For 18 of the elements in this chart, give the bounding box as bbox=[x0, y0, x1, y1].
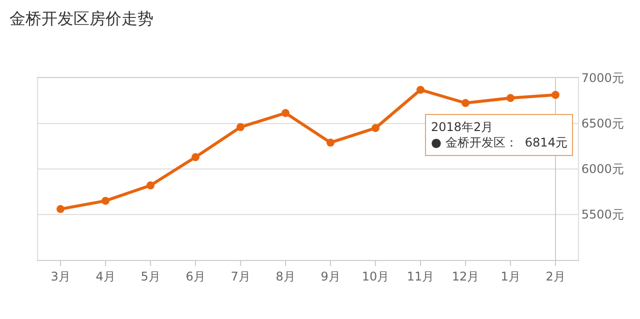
x-tick-label: 5月 bbox=[140, 269, 160, 284]
x-tick-label: 6月 bbox=[186, 269, 206, 284]
x-tick-label: 10月 bbox=[362, 269, 390, 284]
annotation: 2018年2月 ● 金桥开发区： 6814元 bbox=[431, 120, 568, 150]
y-tick-label: 5500元 bbox=[581, 208, 624, 222]
chart-title: 金桥开发区房价走势 bbox=[10, 8, 154, 28]
y-tick-label: 7000元 bbox=[581, 71, 624, 86]
x-tick-label: 2月 bbox=[546, 269, 566, 284]
x-tick-label: 8月 bbox=[276, 269, 296, 284]
y-tick-label: 6000元 bbox=[581, 162, 624, 176]
x-tick-label: 9月 bbox=[320, 269, 340, 284]
x-tick-label: 4月 bbox=[96, 269, 116, 284]
x-tick-label: 1月 bbox=[500, 269, 520, 284]
x-tick-label: 7月 bbox=[230, 269, 250, 284]
x-tick-label: 3月 bbox=[50, 269, 70, 284]
x-tick-label: 11月 bbox=[406, 269, 434, 284]
y-tick-label: 6500元 bbox=[581, 116, 624, 131]
x-tick-label: 12月 bbox=[452, 269, 480, 284]
